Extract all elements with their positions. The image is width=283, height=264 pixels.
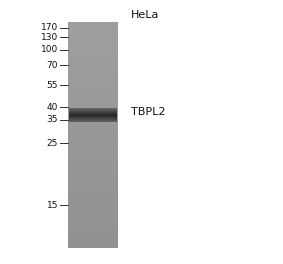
- Text: 100: 100: [41, 45, 58, 54]
- Text: 25: 25: [47, 139, 58, 148]
- Text: 40: 40: [47, 102, 58, 111]
- Text: 15: 15: [46, 200, 58, 210]
- Text: 130: 130: [41, 32, 58, 41]
- Text: 55: 55: [46, 81, 58, 89]
- Text: TBPL2: TBPL2: [131, 107, 166, 117]
- Text: 35: 35: [46, 116, 58, 125]
- Text: HeLa: HeLa: [131, 10, 159, 20]
- Text: 170: 170: [41, 23, 58, 32]
- Text: 70: 70: [46, 60, 58, 69]
